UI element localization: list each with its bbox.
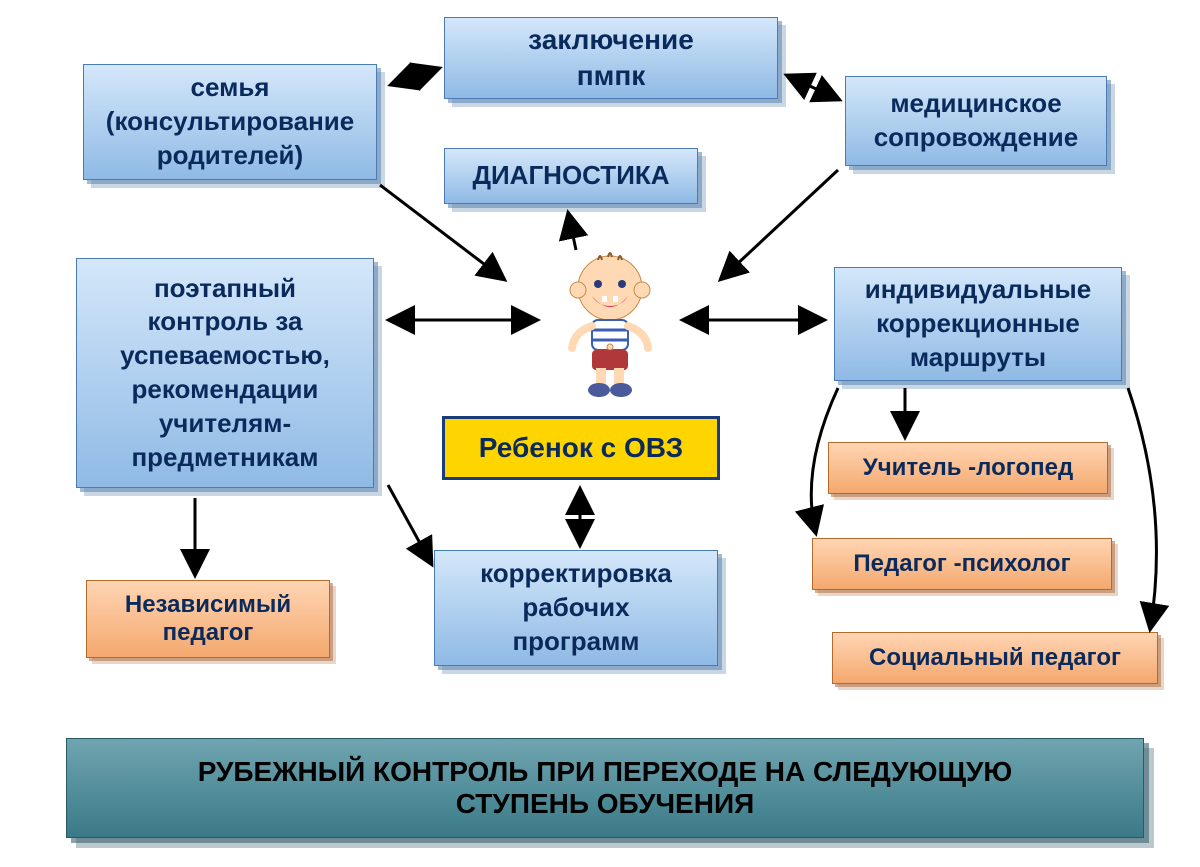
pmpk-label: заключение пмпк: [528, 22, 694, 95]
diagram-container: { "type": "flowchart", "background_color…: [0, 0, 1200, 867]
pmpk-box: заключение пмпк: [444, 17, 778, 99]
phased-box: поэтапный контроль за успеваемостью, рек…: [76, 258, 374, 488]
social-pedagog-box: Социальный педагог: [832, 632, 1158, 684]
correction-label: корректировка рабочих программ: [480, 557, 672, 658]
independent-box: Независимый педагог: [86, 580, 330, 658]
child-label-text: Ребенок с ОВЗ: [479, 432, 683, 464]
family-label: семья (консультирование родителей): [106, 71, 354, 172]
teacher-logo-box: Учитель -логопед: [828, 442, 1108, 494]
boundary-control-label: РУБЕЖНЫЙ КОНТРОЛЬ ПРИ ПЕРЕХОДЕ НА СЛЕДУЮ…: [198, 756, 1013, 820]
individual-label: индивидуальные коррекционные маршруты: [865, 273, 1091, 374]
diagnostics-label: ДИАГНОСТИКА: [472, 159, 669, 193]
pedagog-psycho-label: Педагог -психолог: [853, 550, 1070, 578]
boundary-control-box: РУБЕЖНЫЙ КОНТРОЛЬ ПРИ ПЕРЕХОДЕ НА СЛЕДУЮ…: [66, 738, 1144, 838]
family-box: семья (консультирование родителей): [83, 64, 377, 180]
teacher-logo-label: Учитель -логопед: [863, 454, 1073, 482]
phased-label: поэтапный контроль за успеваемостью, рек…: [120, 272, 330, 475]
medical-box: медицинское сопровождение: [845, 76, 1107, 166]
social-pedagog-label: Социальный педагог: [869, 644, 1121, 672]
individual-box: индивидуальные коррекционные маршруты: [834, 267, 1122, 381]
medical-label: медицинское сопровождение: [874, 87, 1079, 155]
correction-box: корректировка рабочих программ: [434, 550, 718, 666]
child-label-box: Ребенок с ОВЗ: [442, 416, 720, 480]
child-icon: [550, 248, 670, 398]
diagnostics-box: ДИАГНОСТИКА: [444, 148, 698, 204]
independent-label: Независимый педагог: [125, 591, 291, 647]
pedagog-psycho-box: Педагог -психолог: [812, 538, 1112, 590]
